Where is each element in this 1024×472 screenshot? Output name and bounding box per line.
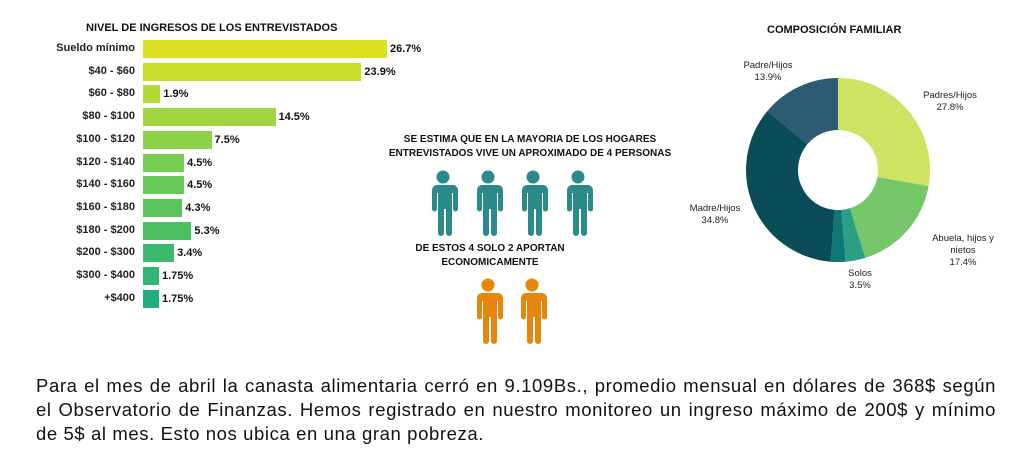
bar-value-label: 1.9% [163,88,189,101]
bar [143,289,159,308]
family-donut-chart: Padres/Hijos 27.8% Abuela, hijos y nietos 17… [660,40,1024,300]
bar [143,267,159,285]
donut-label: Padre/Hijos 13.9% [728,60,808,84]
household-people [425,170,605,240]
bar [143,62,362,81]
donut-label-value: 3.5% [849,280,871,291]
donut-label-name: Padre/Hijos [743,60,793,71]
bar-category-label: $60 - $80 [88,87,135,100]
bar-value-label: 4.5% [187,156,213,169]
donut-label-name: Abuela, hijos y [932,233,994,244]
household-text-line-2: ENTREVISTADOS VIVE UN APROXIMADO DE 4 PE… [388,148,672,159]
bar-value-label: 5.3% [194,224,220,237]
person-icon [470,170,506,241]
bar-value-label: 4.3% [185,201,211,214]
donut-label-name: Madre/Hijos [689,203,741,214]
donut-slice [767,78,838,145]
person-icon [515,170,551,241]
donut-label-value: 34.8% [701,215,729,226]
bar [143,153,185,172]
donut-label: Padres/Hijos 27.8% [910,90,990,114]
bar-category-label: $200 - $300 [76,246,135,259]
donut-label: Solos 3.5% [830,268,890,292]
household-text: SE ESTIMA QUE EN LA MAYORIA DE LOS HOGAR… [380,133,680,161]
donut-slice [746,110,835,262]
bar-category-label: +$400 [104,291,135,304]
bar-value-label: 1.75% [162,292,194,305]
contributors-text-line-2: ECONOMICAMENTE [441,257,539,268]
bar-value-label: 26.7% [390,43,422,55]
donut-label: Abuela, hijos y nietos 17.4% [918,233,1008,269]
bar-category-label: $140 - $160 [76,178,135,191]
donut-slice [830,209,846,262]
bar-value-label: 1.75% [162,270,194,282]
donut-label-value: 13.9% [754,72,782,83]
bar-value-label: 7.5% [214,133,240,146]
donut-label: Madre/Hijos 34.8% [660,203,770,227]
contributor-people [470,278,570,348]
person-icon [425,170,461,241]
donut-chart-title: COMPOSICIÓN FAMILIAR [767,24,902,36]
donut-label-value: 17.4% [949,257,977,268]
bar-category-label: $300 - $400 [76,269,135,281]
bar [143,198,183,217]
bar-category-label: $160 - $180 [76,200,135,213]
bar [143,108,276,127]
donut-slice [838,78,930,187]
bar-category-label: $100 - $120 [76,132,135,145]
bar [143,40,387,58]
contributors-text: DE ESTOS 4 SOLO 2 APORTAN ECONOMICAMENTE [380,242,600,270]
bar [143,221,192,240]
household-text-line-1: SE ESTIMA QUE EN LA MAYORIA DE LOS HOGAR… [403,134,657,145]
summary-paragraph: Para el mes de abril la canasta alimenta… [36,375,996,444]
donut-label-value: 27.8% [936,102,964,113]
donut-label-name: nietos [950,245,976,256]
contributors-text-line-1: DE ESTOS 4 SOLO 2 APORTAN [415,243,565,254]
bar-value-label: 23.9% [364,65,396,78]
bar-category-label: $120 - $140 [76,155,135,168]
person-icon [470,278,506,349]
bar [143,176,185,195]
income-bar-chart: Sueldo mínimo 26.7% $40 - $60 23.9% $60 - $8… [0,0,422,320]
donut-label-name: Solos [848,268,872,279]
bar-category-label: $40 - $60 [88,64,135,77]
bar [143,130,212,149]
bar [143,85,161,104]
donut-slice [849,177,929,258]
bar [143,244,175,263]
bar-value-label: 14.5% [278,111,310,124]
person-icon [560,170,596,241]
bar-value-label: 3.4% [177,247,203,260]
bar-category-label: $80 - $100 [82,110,135,123]
donut-svg [746,78,930,262]
person-icon [514,278,550,349]
bar-category-label: $180 - $200 [76,223,135,236]
bar-chart-title: NIVEL DE INGRESOS DE LOS ENTREVISTADOS [86,22,338,34]
donut-label-name: Padres/Hijos [923,90,977,101]
donut-slice [841,208,866,262]
bar-category-label: Sueldo mínimo [56,42,135,54]
bar-value-label: 4.5% [187,179,213,192]
